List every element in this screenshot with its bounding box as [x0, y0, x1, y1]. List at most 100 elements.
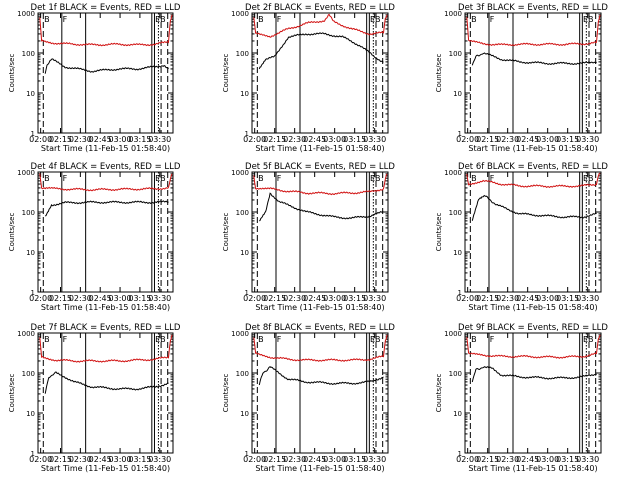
x-tick-label: 03:30	[363, 294, 386, 303]
x-tick-label: 02:00	[243, 455, 266, 464]
y-tick-label: 1	[31, 450, 35, 458]
panel-title: Det 3f BLACK = Events, RED = LLD	[458, 3, 608, 13]
series-line-lld	[39, 173, 173, 192]
x-tick-label: 03:30	[148, 455, 171, 464]
y-tick-label: 100	[236, 209, 249, 217]
y-tick-label: 10	[240, 90, 249, 98]
x-tick-label: 03:30	[576, 294, 599, 303]
y-tick-label: 1	[245, 130, 249, 138]
time-marker-label: B	[44, 15, 50, 24]
x-tick-label: 03:15	[343, 135, 366, 144]
x-tick-label: 02:15	[476, 135, 499, 144]
x-tick-label: 03:15	[343, 455, 366, 464]
series-line-lld	[466, 334, 601, 359]
panel-title: Det 4f BLACK = Events, RED = LLD	[31, 162, 181, 172]
y-tick-label: 100	[236, 370, 249, 378]
x-tick-label: 02:45	[516, 294, 539, 303]
plot-frame	[464, 171, 602, 293]
time-marker-label: EB	[155, 174, 166, 183]
y-tick-label: 1000	[231, 169, 249, 177]
x-axis-label: Start Time (11-Feb-15 01:58:40)	[41, 144, 170, 153]
x-tick-label: 02:30	[496, 294, 519, 303]
y-tick-label: 10	[26, 90, 35, 98]
x-tick-label: 03:15	[556, 455, 579, 464]
y-axis-label: Counts/sec	[435, 213, 443, 252]
time-marker-label: F	[277, 174, 282, 183]
series-line-lld	[39, 334, 173, 363]
series-line-events	[471, 194, 597, 221]
time-marker-label: B	[44, 174, 50, 183]
x-tick-label: 02:00	[29, 455, 52, 464]
x-tick-label: 02:30	[283, 455, 306, 464]
y-tick-label: 1	[458, 450, 462, 458]
time-marker-label: EB	[583, 15, 594, 24]
y-tick-label: 1	[31, 130, 35, 138]
series-line-events	[471, 366, 597, 383]
time-marker-label: EB	[155, 15, 166, 24]
x-axis-label: Start Time (11-Feb-15 01:58:40)	[255, 303, 384, 312]
chart-panel-9: 1 10 100 1000 02:0002:1502:3002:4503:0003:15…	[435, 323, 608, 473]
y-tick-label: 100	[22, 209, 35, 217]
time-marker-label: B	[258, 174, 264, 183]
x-tick-label: 03:30	[576, 455, 599, 464]
time-marker-label: B	[44, 335, 50, 344]
x-tick-label: 02:15	[49, 294, 72, 303]
x-tick-label: 02:30	[69, 135, 92, 144]
y-axis-label: Counts/sec	[222, 374, 230, 413]
x-tick-label: 02:00	[243, 294, 266, 303]
time-marker-label: B	[471, 335, 477, 344]
series-line-events	[259, 192, 384, 222]
x-tick-label: 03:00	[109, 294, 132, 303]
plot-frame	[251, 12, 389, 134]
plot-frame	[37, 12, 174, 134]
x-tick-label: 03:00	[109, 455, 132, 464]
y-axis-label: Counts/sec	[8, 374, 16, 413]
x-tick-label: 03:00	[323, 455, 346, 464]
time-marker-label: F	[63, 335, 68, 344]
chart-panel-6: 1 10 100 1000 02:0002:1502:3002:4503:0003:15…	[435, 162, 608, 312]
y-tick-label: 10	[453, 90, 462, 98]
y-tick-label: 10	[240, 410, 249, 418]
time-marker-label: EB	[370, 174, 381, 183]
y-tick-label: 100	[449, 50, 462, 58]
panel-title: Det 7f BLACK = Events, RED = LLD	[31, 323, 181, 333]
chart-panel-1: 1 10 100 1000 02:0002:1502:3002:4503:0003:15…	[8, 3, 181, 153]
plot-frame	[251, 171, 389, 293]
y-tick-label: 100	[22, 370, 35, 378]
x-tick-label: 02:15	[476, 294, 499, 303]
time-marker-label: EB	[583, 174, 594, 183]
x-tick-label: 02:45	[89, 135, 112, 144]
y-axis-label: Counts/sec	[435, 374, 443, 413]
plot-frame	[464, 332, 602, 454]
x-tick-label: 02:00	[456, 455, 479, 464]
x-tick-label: 02:30	[69, 294, 92, 303]
x-tick-label: 03:00	[109, 135, 132, 144]
plot-frame	[464, 12, 602, 134]
x-tick-label: 03:30	[576, 135, 599, 144]
y-tick-label: 10	[26, 410, 35, 418]
x-tick-label: 03:15	[556, 294, 579, 303]
x-tick-label: 02:15	[476, 455, 499, 464]
series-line-events	[44, 200, 169, 217]
y-tick-label: 1	[245, 450, 249, 458]
x-tick-label: 03:00	[323, 294, 346, 303]
chart-panel-4: 1 10 100 1000 02:0002:1502:3002:4503:0003:15…	[8, 162, 181, 312]
x-tick-label: 02:45	[89, 455, 112, 464]
time-marker-label: EB	[155, 335, 166, 344]
x-tick-label: 03:15	[343, 294, 366, 303]
y-tick-label: 100	[236, 50, 249, 58]
series-line-events	[258, 366, 384, 386]
plot-frame	[37, 332, 174, 454]
series-line-events	[44, 58, 169, 74]
chart-panel-3: 1 10 100 1000 02:0002:1502:3002:4503:0003:15…	[435, 3, 608, 153]
x-axis-label: Start Time (11-Feb-15 01:58:40)	[255, 464, 384, 473]
y-axis-label: Counts/sec	[435, 54, 443, 93]
x-tick-label: 02:15	[263, 455, 286, 464]
x-axis-label: Start Time (11-Feb-15 01:58:40)	[468, 464, 597, 473]
y-tick-label: 10	[26, 249, 35, 257]
y-tick-label: 1000	[231, 330, 249, 338]
x-tick-label: 02:30	[69, 455, 92, 464]
time-marker-label: F	[63, 15, 68, 24]
x-axis-label: Start Time (11-Feb-15 01:58:40)	[41, 464, 170, 473]
